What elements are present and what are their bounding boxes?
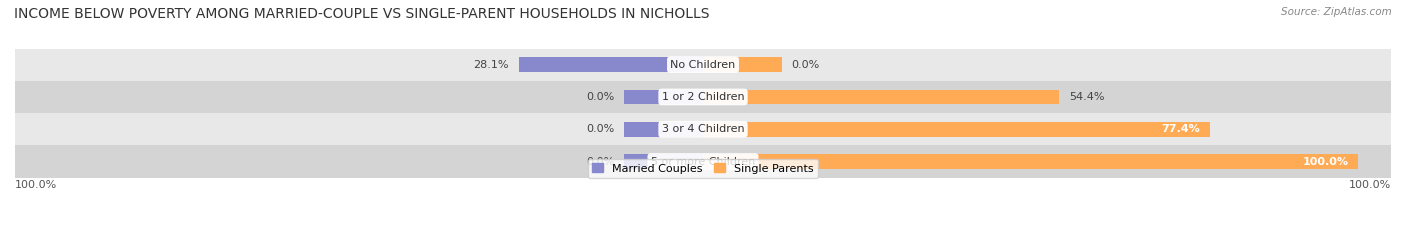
Bar xyxy=(15,81,1391,113)
Text: 28.1%: 28.1% xyxy=(474,60,509,70)
Text: 54.4%: 54.4% xyxy=(1070,92,1105,102)
Text: 0.0%: 0.0% xyxy=(792,60,820,70)
Text: 5 or more Children: 5 or more Children xyxy=(651,157,755,167)
Text: 0.0%: 0.0% xyxy=(586,124,614,134)
Text: Source: ZipAtlas.com: Source: ZipAtlas.com xyxy=(1281,7,1392,17)
Text: 77.4%: 77.4% xyxy=(1161,124,1201,134)
Text: 3 or 4 Children: 3 or 4 Children xyxy=(662,124,744,134)
Bar xyxy=(519,57,703,72)
Bar xyxy=(703,57,782,72)
Text: 0.0%: 0.0% xyxy=(586,92,614,102)
Text: 100.0%: 100.0% xyxy=(1302,157,1348,167)
Text: 100.0%: 100.0% xyxy=(1348,180,1391,190)
Bar xyxy=(703,122,1211,137)
Text: 0.0%: 0.0% xyxy=(586,157,614,167)
Bar xyxy=(624,154,703,169)
Bar xyxy=(624,122,703,137)
Bar xyxy=(15,113,1391,145)
Bar xyxy=(15,48,1391,81)
Bar xyxy=(703,154,1358,169)
Bar xyxy=(703,90,1060,104)
Text: 1 or 2 Children: 1 or 2 Children xyxy=(662,92,744,102)
Legend: Married Couples, Single Parents: Married Couples, Single Parents xyxy=(588,159,818,178)
Text: No Children: No Children xyxy=(671,60,735,70)
Bar xyxy=(15,145,1391,178)
Bar xyxy=(624,90,703,104)
Text: INCOME BELOW POVERTY AMONG MARRIED-COUPLE VS SINGLE-PARENT HOUSEHOLDS IN NICHOLL: INCOME BELOW POVERTY AMONG MARRIED-COUPL… xyxy=(14,7,710,21)
Text: 100.0%: 100.0% xyxy=(15,180,58,190)
